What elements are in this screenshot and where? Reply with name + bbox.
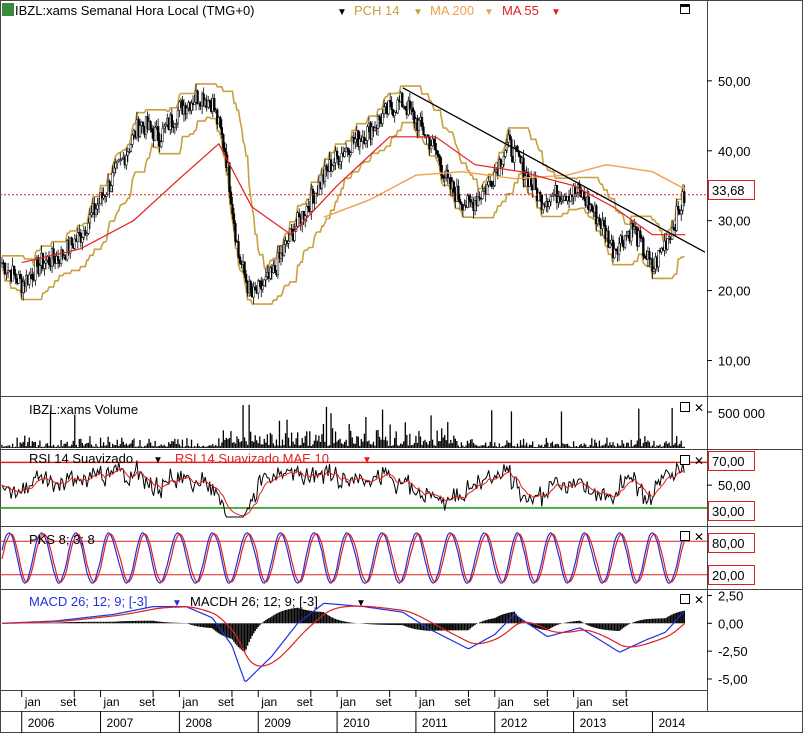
chevron-down-icon[interactable]: ▼ — [172, 598, 182, 609]
trendline — [402, 87, 706, 253]
maximize-icon[interactable] — [680, 531, 690, 541]
close-icon[interactable]: ✕ — [694, 401, 704, 415]
year-label: 2008 — [185, 716, 212, 730]
month-label: set — [218, 695, 235, 709]
indicator-ma55-label[interactable]: MA 55 — [502, 3, 539, 18]
chevron-down-icon[interactable]: ▼ — [337, 7, 347, 18]
volume-panel — [1, 404, 712, 448]
chevron-down-icon[interactable]: ▼ — [362, 455, 372, 466]
month-label: jan — [24, 695, 41, 709]
macd-panel: 2,50 0,00 -2,50 -5,00 — [1, 588, 748, 687]
year-label: 2009 — [264, 716, 291, 730]
ma200-line — [323, 163, 686, 218]
rsi-line — [1, 460, 685, 518]
pks-panel — [0, 532, 707, 584]
month-label: set — [533, 695, 550, 709]
rsi-mae-title: RSI 14 Suavizado MAE 10 — [175, 451, 329, 466]
price-tick-label: 50,00 — [718, 74, 751, 89]
macd-title: MACD 26; 12; 9; [-3] — [29, 594, 148, 609]
pks-level-80: 80,00 — [712, 536, 745, 551]
month-label: set — [139, 695, 156, 709]
maximize-icon[interactable] — [680, 4, 690, 14]
last-price-box — [708, 180, 755, 200]
rsi-panel — [0, 460, 712, 518]
month-label: set — [612, 695, 629, 709]
maximize-icon[interactable] — [680, 402, 690, 412]
chevron-down-icon[interactable]: ▼ — [413, 7, 423, 18]
year-label: 2014 — [658, 716, 685, 730]
volume-tick: 500 000 — [718, 406, 765, 421]
pks-k-line — [1, 532, 685, 584]
month-label: set — [297, 695, 314, 709]
rsi-title: RSI 14 Suavizado — [29, 451, 133, 466]
year-label: 2006 — [28, 716, 55, 730]
price-tick-label: 20,00 — [718, 284, 751, 299]
month-label: jan — [497, 695, 514, 709]
price-tick-label: 40,00 — [718, 144, 751, 159]
chevron-down-icon[interactable]: ▼ — [153, 455, 163, 466]
month-label: set — [454, 695, 471, 709]
maximize-icon[interactable] — [680, 594, 690, 604]
chevron-down-icon[interactable]: ▼ — [356, 598, 366, 609]
pks-level-20-box — [708, 565, 755, 585]
macdh-title: MACDH 26; 12; 9; [-3] — [190, 594, 318, 609]
macd-tick-label: 0,00 — [718, 616, 743, 631]
pks-title: PKS 8; 3; 8 — [29, 532, 95, 547]
month-label: jan — [339, 695, 356, 709]
pch-upper-line — [2, 83, 685, 272]
month-label: jan — [103, 695, 120, 709]
chevron-down-icon[interactable]: ▼ — [484, 7, 494, 18]
macd-tick-label: -2,50 — [718, 644, 748, 659]
pks-d-line — [1, 533, 685, 583]
time-axis: set jan set jan set jan set jan set jan set jan set j… — [21, 690, 685, 733]
year-label: 2011 — [422, 716, 448, 730]
month-label: set — [60, 695, 77, 709]
price-tick-label: 10,00 — [718, 354, 751, 369]
app-logo-icon — [2, 3, 14, 16]
pks-level-20: 20,00 — [712, 568, 745, 583]
rsi-level-30: 30,00 — [712, 504, 745, 519]
month-label: jan — [260, 695, 277, 709]
pch-lower-line — [1, 116, 685, 305]
last-price-value: 33,68 — [712, 183, 745, 198]
macd-tick-label: -5,00 — [718, 672, 748, 687]
rsi-mid-tick: 50,00 — [718, 478, 751, 493]
month-label: jan — [576, 695, 593, 709]
rsi-mae-line — [1, 468, 685, 517]
close-icon[interactable]: ✕ — [694, 593, 704, 607]
ma55-line — [21, 136, 686, 264]
year-label: 2013 — [580, 716, 607, 730]
year-label: 2010 — [343, 716, 370, 730]
price-tick-label: 30,00 — [718, 214, 751, 229]
rsi-level-70: 70,00 — [712, 454, 745, 469]
macd-tick-label: 2,50 — [718, 588, 743, 603]
close-icon[interactable]: ✕ — [694, 530, 704, 544]
month-label: set — [376, 695, 393, 709]
indicator-pch-label[interactable]: PCH 14 — [354, 3, 400, 18]
year-label: 2012 — [501, 716, 528, 730]
macd-line — [1, 602, 685, 682]
close-icon[interactable]: ✕ — [694, 454, 704, 468]
price-candles — [0, 83, 686, 305]
month-label: jan — [418, 695, 435, 709]
rsi-level-70-box — [708, 451, 755, 471]
indicator-ma200-label[interactable]: MA 200 — [430, 3, 474, 18]
volume-title: IBZL:xams Volume — [29, 402, 138, 417]
chevron-down-icon[interactable]: ▼ — [551, 7, 561, 18]
pks-level-80-box — [708, 533, 755, 553]
month-label: jan — [181, 695, 198, 709]
year-label: 2007 — [107, 716, 134, 730]
maximize-icon[interactable] — [680, 455, 690, 465]
rsi-level-30-box — [708, 501, 755, 521]
macd-signal-line — [2, 605, 685, 667]
price-panel: 50,00 40,00 30,00 20,00 10,00 — [0, 74, 751, 369]
symbol-label: IBZL:xams Semanal Hora Local (TMG+0) — [15, 3, 255, 18]
